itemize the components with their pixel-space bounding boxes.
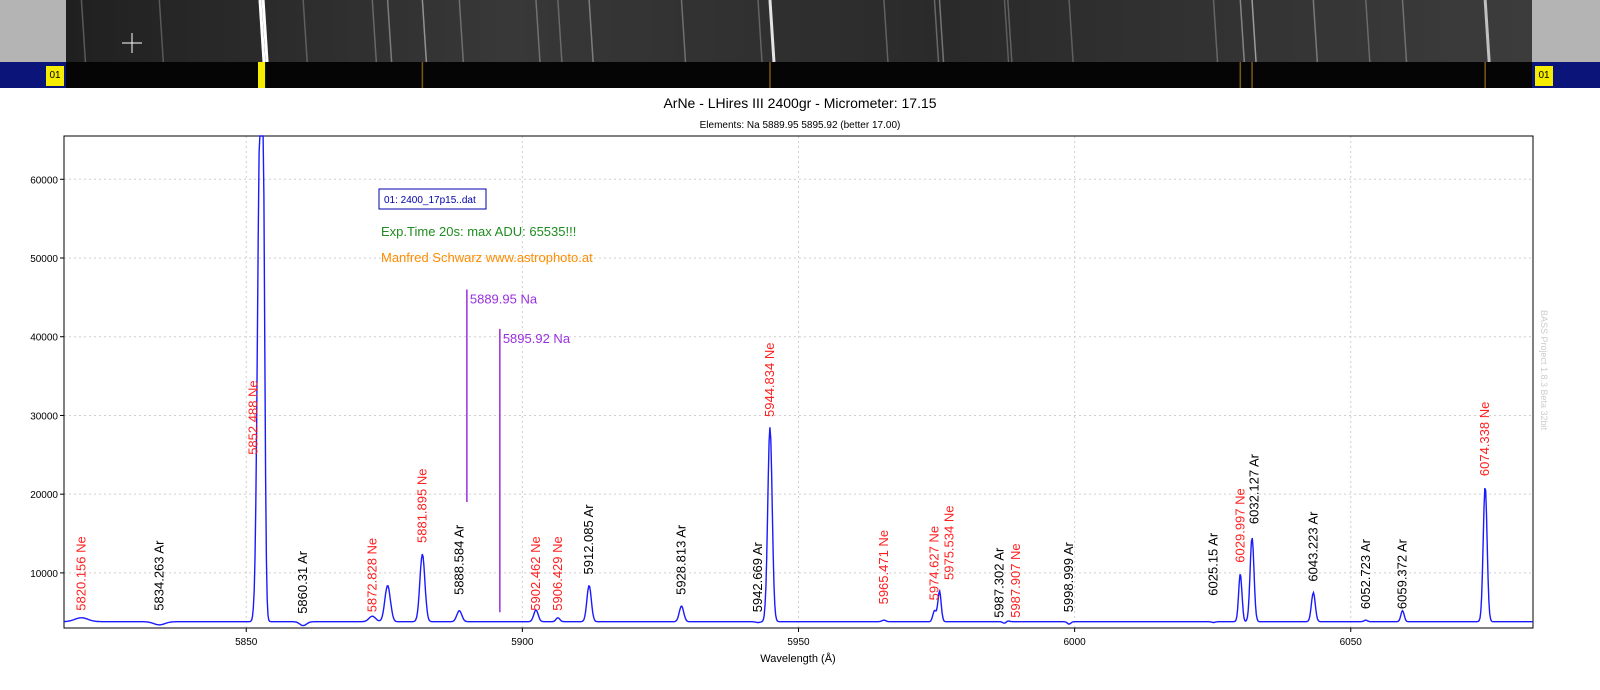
y-tick-label: 20000	[30, 490, 58, 501]
y-tick-label: 30000	[30, 411, 58, 422]
x-tick-label: 5900	[511, 637, 534, 648]
line-label: 6043.223 Ar	[1305, 511, 1320, 582]
y-tick-label: 10000	[30, 569, 58, 580]
raw-line-streak	[158, 0, 165, 62]
line-label: 5820.156 Ne	[73, 536, 88, 610]
spectrum-strip-inner	[66, 62, 1532, 88]
line-labels: 5820.156 Ne 5834.263 Ar 5852.488 Ne 5860.31…	[73, 343, 1492, 618]
line-label: 5902.462 Ne	[528, 536, 543, 610]
reference-line-label: 5895.92 Na	[503, 331, 571, 346]
raw-line-streak	[535, 0, 541, 62]
line-label: 6029.997 Ne	[1232, 488, 1247, 562]
strip-marks	[257, 62, 1486, 88]
legend-box	[378, 188, 487, 210]
line-label: 5852.488 Ne	[245, 380, 260, 454]
raw-line-streak	[757, 0, 763, 62]
reference-line-label: 5889.95 Na	[470, 292, 538, 307]
line-label: 6074.338 Ne	[1477, 402, 1492, 476]
raw-line-streak	[1312, 0, 1319, 62]
raw-line-streak	[1239, 0, 1246, 62]
raw-line-streak	[557, 0, 563, 62]
crosshair-icon	[122, 33, 142, 53]
raw-line-streak	[421, 0, 428, 62]
raw-spectrum-frame	[66, 0, 1532, 62]
raw-line-streak	[371, 0, 378, 62]
line-label: 5881.895 Ne	[414, 469, 429, 543]
raw-line-streak	[1003, 0, 1010, 62]
line-label: 5944.834 Ne	[762, 343, 777, 417]
x-axis-label: Wavelength (Å)	[760, 652, 835, 665]
reference-lines: 5889.95 Na 5895.92 Na	[466, 289, 571, 613]
x-tick-label: 5950	[787, 637, 810, 648]
line-label: 6025.15 Ar	[1206, 532, 1221, 596]
raw-line-streak	[768, 0, 776, 62]
line-label: 5912.085 Ar	[581, 504, 596, 575]
line-label: 5975.534 Ne	[941, 506, 956, 580]
track-label-left: 01	[46, 66, 64, 86]
raw-line-streak	[588, 0, 594, 62]
watermark: BASS Project 1.8.3 Beta 32bit	[1539, 310, 1549, 431]
y-tick-label: 50000	[30, 254, 58, 265]
raw-line-streak	[1401, 0, 1408, 62]
raw-line-streak	[938, 0, 945, 62]
chart-subtitle: Elements: Na 5889.95 5895.92 (better 17.…	[700, 120, 901, 131]
track-label-right: 01	[1535, 66, 1553, 86]
line-label: 5942.669 Ar	[750, 542, 765, 613]
line-label: 5987.907 Ne	[1008, 543, 1023, 617]
raw-line-streak	[302, 0, 308, 62]
raw-spectrum-lines	[80, 0, 1491, 62]
raw-line-streak	[1212, 0, 1219, 62]
raw-line-streak	[386, 0, 393, 62]
chart-title: ArNe - LHires III 2400gr - Micrometer: 1…	[663, 95, 936, 111]
line-label: 5928.813 Ar	[674, 524, 689, 595]
raw-line-streak	[1007, 0, 1013, 62]
raw-line-streak	[80, 0, 87, 62]
line-label: 5834.263 Ar	[151, 540, 166, 611]
raw-line-streak	[933, 0, 940, 62]
line-label: 6059.372 Ar	[1395, 538, 1410, 609]
axes: 5850 5900 5950 6000 6050 10000 20000 30000 40000…	[30, 175, 1362, 648]
line-label: 6052.723 Ar	[1358, 538, 1373, 609]
spectrum-series-line	[63, 135, 1533, 627]
x-tick-label: 6000	[1064, 637, 1087, 648]
spectrum-strip	[0, 62, 1600, 88]
raw-spectrum-image	[0, 0, 1600, 62]
raw-line-streak	[458, 0, 465, 62]
author-note: Manfred Schwarz www.astrophoto.at	[381, 250, 593, 265]
line-label: 5965.471 Ne	[876, 530, 891, 604]
legend-label: 01: 2400_17p15..dat	[384, 195, 476, 206]
y-tick-label: 40000	[30, 333, 58, 344]
raw-line-streak	[883, 0, 889, 62]
raw-line-streak	[680, 0, 687, 62]
raw-line-streak	[261, 0, 269, 62]
line-label: 5987.302 Ar	[992, 547, 1007, 618]
grid	[64, 136, 1533, 628]
raw-line-streak	[1251, 0, 1257, 62]
raw-line-streak	[1483, 0, 1491, 62]
raw-line-streak	[1365, 0, 1371, 62]
spectrum-chart: ArNe - LHires III 2400gr - Micrometer: 1…	[30, 95, 1549, 665]
x-tick-label: 6050	[1340, 637, 1363, 648]
raw-line-streak	[1068, 0, 1074, 62]
line-label: 5860.31 Ar	[295, 550, 310, 614]
series	[63, 135, 1533, 627]
line-label: 5888.584 Ar	[451, 524, 466, 595]
line-label: 5998.999 Ar	[1061, 542, 1076, 613]
line-label: 5906.429 Ne	[550, 536, 565, 610]
line-label: 5872.828 Ne	[364, 538, 379, 612]
line-label: 6032.127 Ar	[1247, 453, 1262, 524]
x-tick-label: 5850	[235, 637, 258, 648]
exposure-note: Exp.Time 20s: max ADU: 65535!!!	[381, 224, 576, 239]
y-tick-label: 60000	[30, 175, 58, 186]
raw-line-streak	[258, 0, 266, 62]
line-label: 5974.627 Ne	[927, 526, 942, 600]
